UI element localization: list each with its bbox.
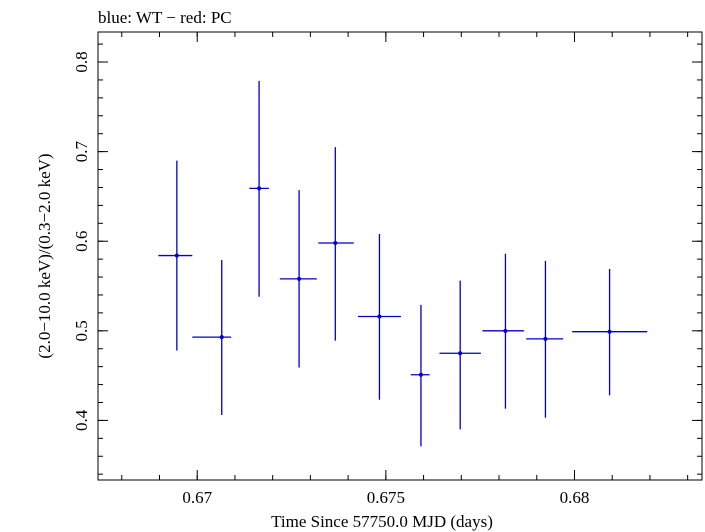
point-marker <box>543 336 548 341</box>
x-tick-label: 0.67 <box>182 488 212 507</box>
data-point <box>158 160 193 351</box>
data-point <box>526 260 564 418</box>
point-marker <box>333 241 338 246</box>
point-marker <box>219 335 224 340</box>
data-point <box>572 268 648 396</box>
y-tick-label: 0.6 <box>72 231 91 252</box>
y-tick-label: 0.5 <box>72 320 91 341</box>
point-marker <box>503 328 508 333</box>
y-tick-label: 0.4 <box>72 409 91 431</box>
chart-title: blue: WT − red: PC <box>98 8 232 27</box>
data-point <box>279 190 317 368</box>
data-point <box>439 280 481 430</box>
point-marker <box>174 253 179 258</box>
data-point <box>192 260 232 416</box>
data-point <box>357 234 401 400</box>
plot-frame <box>97 31 703 481</box>
x-tick-label: 0.68 <box>560 488 590 507</box>
point-marker <box>418 372 423 377</box>
point-marker <box>377 314 382 319</box>
data-series <box>158 80 648 447</box>
y-axis-label: (2.0−10.0 keV)/(0.3−2.0 keV) <box>35 153 54 358</box>
point-marker <box>458 351 463 356</box>
y-tick-label: 0.8 <box>72 51 91 72</box>
data-point <box>410 304 430 447</box>
data-point <box>249 80 269 297</box>
x-axis-label: Time Since 57750.0 MJD (days) <box>271 512 493 531</box>
axis-ticks: 0.67 0.675 0.68 0.4 0.5 0.6 0.7 0.8 <box>72 32 702 507</box>
x-tick-label: 0.675 <box>367 488 405 507</box>
point-marker <box>257 186 262 191</box>
point-marker <box>297 276 302 281</box>
point-marker <box>607 329 612 334</box>
data-point <box>318 147 354 341</box>
y-tick-label: 0.7 <box>72 140 91 162</box>
data-point <box>482 253 524 409</box>
